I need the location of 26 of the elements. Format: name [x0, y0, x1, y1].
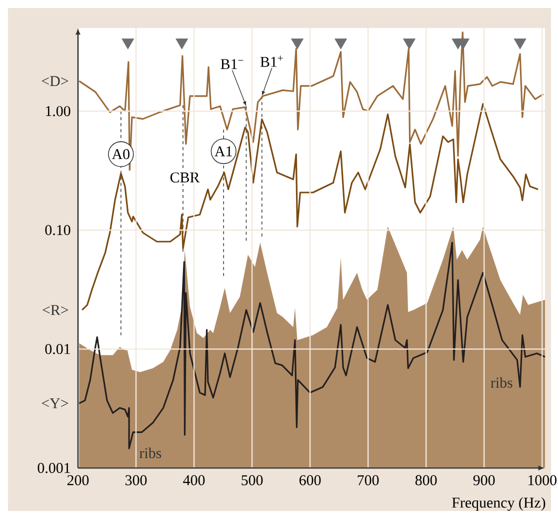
x-tick-label: 300: [126, 475, 147, 486]
annotation: ribs: [140, 448, 162, 458]
annotation: A1: [214, 146, 232, 156]
y-tick-label: 0.10: [45, 225, 70, 236]
annotation: ribs: [490, 377, 512, 388]
series-label: <D>: [42, 76, 68, 86]
annotation: A0: [112, 149, 130, 160]
series-label: <R>: [42, 305, 68, 315]
line-series: [78, 32, 544, 171]
annotation: B1$^{−}$: [220, 59, 244, 70]
x-tick-label: 1000: [528, 475, 556, 486]
annotation: B1$^{+}$: [260, 56, 283, 67]
x-tick-label: 900: [473, 475, 495, 486]
annotation: CBR: [170, 172, 200, 182]
y-tick-label: 0.001: [38, 462, 70, 474]
series-label: <Y>: [42, 398, 68, 408]
x-axis-title: Frequency (Hz): [452, 497, 546, 511]
y-tick-label: 1.00: [46, 106, 70, 116]
x-tick-label: 400: [183, 475, 205, 486]
x-tick-label: 500: [242, 475, 263, 486]
line-series: [81, 103, 539, 311]
x-tick-label: 700: [358, 475, 379, 486]
y-tick-label: 0.01: [45, 344, 70, 354]
x-tick-label: 800: [415, 475, 437, 486]
x-tick-label: 600: [299, 475, 321, 486]
x-tick-label: 200: [67, 475, 89, 486]
